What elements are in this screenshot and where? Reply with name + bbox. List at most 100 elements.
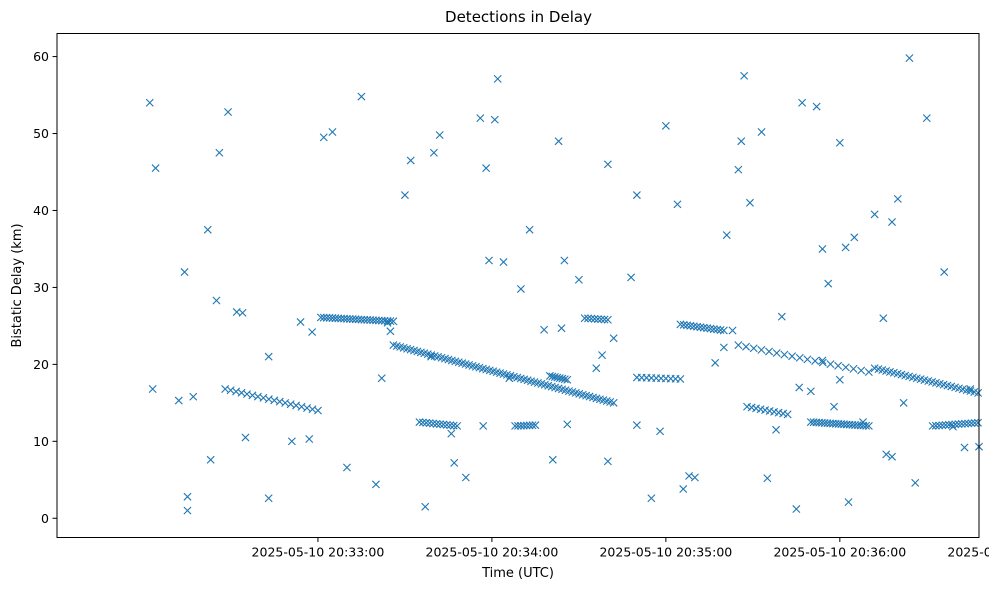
data-point-marker — [795, 353, 804, 362]
data-point-marker — [841, 363, 850, 372]
y-axis-label: Bistatic Delay (km) — [10, 223, 25, 347]
data-point-marker — [740, 71, 749, 80]
data-point-marker — [593, 315, 602, 324]
data-point-marker — [806, 387, 815, 396]
data-point-marker — [450, 458, 459, 467]
data-point-marker — [432, 419, 441, 428]
data-point-marker — [287, 437, 296, 446]
data-point-marker — [948, 420, 957, 429]
data-point-marker — [834, 361, 843, 370]
data-point-marker — [555, 374, 564, 383]
data-point-marker — [592, 364, 601, 373]
data-point-marker — [308, 328, 317, 337]
data-point-marker — [728, 326, 737, 335]
data-point-marker — [826, 360, 835, 369]
data-point-marker — [970, 418, 979, 427]
data-point-marker — [603, 457, 612, 466]
plot-frame — [56, 33, 980, 538]
data-point-marker — [479, 421, 488, 430]
data-point-marker — [342, 463, 351, 472]
data-point-marker — [545, 371, 554, 380]
data-point-marker — [511, 421, 520, 430]
data-point-marker — [960, 443, 969, 452]
x-tick-label: 2025-05-10 20:33:00 — [252, 545, 385, 560]
data-point-marker — [328, 128, 337, 136]
data-point-marker — [905, 54, 914, 63]
data-point-marker — [386, 327, 395, 336]
data-point-marker — [899, 398, 908, 407]
data-point-marker — [676, 320, 685, 329]
data-point-marker — [757, 128, 766, 136]
data-point-marker — [713, 325, 722, 334]
data-point-marker — [703, 324, 712, 333]
data-point-marker — [911, 478, 920, 487]
data-point-marker — [686, 321, 695, 330]
data-point-marker — [974, 388, 983, 397]
y-tick-label: 30 — [33, 280, 49, 295]
data-point-marker — [961, 419, 970, 428]
data-point-marker — [772, 349, 781, 358]
data-point-marker — [587, 314, 596, 323]
data-point-marker — [711, 358, 720, 367]
data-point-marker — [548, 455, 557, 464]
data-point-marker — [425, 419, 434, 428]
chart-title: Detections in Delay — [445, 8, 592, 26]
data-point-marker — [849, 364, 858, 373]
data-point-marker — [647, 494, 656, 503]
y-tick-label: 50 — [33, 126, 49, 141]
data-point-marker — [305, 435, 314, 443]
data-point-marker — [371, 480, 380, 489]
data-point-marker — [818, 358, 827, 367]
data-point-marker — [888, 452, 897, 461]
data-point-marker — [241, 433, 250, 442]
data-point-marker — [792, 505, 801, 514]
data-point-marker — [516, 284, 525, 293]
data-point-marker — [709, 325, 718, 334]
data-point-marker — [400, 191, 409, 200]
data-point-marker — [737, 137, 746, 146]
data-point-marker — [482, 164, 491, 173]
data-point-marker — [931, 421, 940, 430]
x-tick-label: 2025-05-10 20:37:00 — [947, 545, 989, 560]
data-point-marker — [957, 419, 966, 428]
data-point-marker — [319, 133, 328, 142]
x-tick-label: 2025-05-10 20:34:00 — [426, 545, 559, 560]
data-point-marker — [145, 98, 154, 107]
data-point-marker — [835, 375, 844, 384]
data-point-marker — [699, 323, 708, 332]
data-point-marker — [224, 107, 233, 116]
data-point-marker — [742, 342, 751, 351]
data-point-marker — [584, 314, 592, 323]
data-point-marker — [627, 273, 636, 282]
data-point-marker — [812, 102, 821, 111]
x-axis-ticks: 2025-05-10 20:33:00 2025-05-10 20:34:00 20… — [252, 537, 989, 560]
data-point-marker — [151, 164, 160, 173]
data-point-marker — [563, 420, 572, 429]
data-point-marker — [603, 160, 612, 169]
data-point-marker — [560, 375, 569, 384]
data-point-marker — [418, 418, 427, 427]
data-point-marker — [940, 268, 949, 277]
data-point-marker — [719, 326, 728, 335]
x-tick-label: 2025-05-10 20:36:00 — [773, 545, 906, 560]
data-point-marker — [844, 498, 853, 507]
data-point-marker — [964, 419, 973, 428]
data-point-marker — [499, 258, 508, 267]
y-tick-label: 60 — [33, 49, 49, 64]
data-point-marker — [203, 225, 212, 234]
data-point-marker — [550, 373, 559, 381]
data-point-marker — [696, 323, 705, 332]
data-point-marker — [180, 268, 189, 277]
data-point-marker — [183, 506, 192, 515]
data-point-marker — [745, 198, 754, 207]
data-markers — [145, 54, 983, 515]
data-point-marker — [590, 314, 599, 323]
data-point-marker — [600, 315, 609, 324]
data-point-marker — [519, 421, 528, 430]
data-point-marker — [174, 396, 183, 405]
data-point-marker — [734, 165, 743, 174]
data-point-marker — [864, 368, 873, 377]
data-point-marker — [447, 429, 456, 438]
data-point-marker — [609, 398, 618, 407]
data-point-marker — [461, 473, 470, 482]
